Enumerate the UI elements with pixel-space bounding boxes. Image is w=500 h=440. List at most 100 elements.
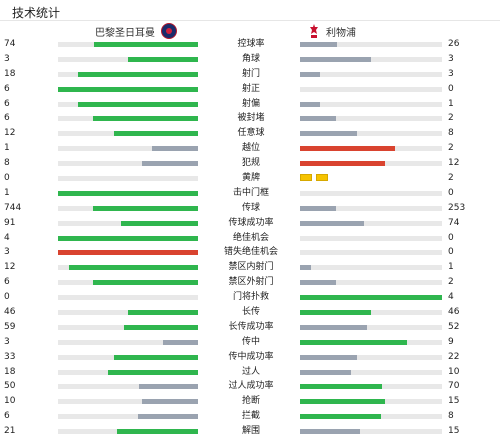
stat-row: 91 传球成功率 74 [0,216,500,231]
home-value: 744 [4,202,22,213]
stat-row: 74 控球率 26 [0,37,500,52]
home-value: 33 [4,351,16,362]
home-value: 18 [4,68,16,79]
home-bar-fill [137,414,198,420]
stat-label: 被封堵 [237,113,265,124]
home-bar-track [58,324,198,330]
away-value: 10 [448,366,460,377]
home-bar-track [58,161,198,167]
away-team[interactable]: 利物浦 [308,23,356,39]
home-bar-track [58,295,198,301]
stat-label: 抢断 [241,396,260,407]
home-bar-track [58,205,198,211]
away-bar-track [300,324,442,330]
away-value: 70 [448,381,460,392]
away-bar-fill [300,71,320,77]
away-value: 0 [448,232,454,243]
home-bar-track [58,250,198,256]
stat-label: 长传 [241,307,260,318]
away-bar-track [300,295,442,301]
stat-label: 传中成功率 [228,351,274,362]
away-bar-track [300,310,442,316]
away-bar-fill [300,146,396,152]
away-bar-track [300,161,442,167]
away-bar-fill [300,414,381,420]
home-value: 21 [4,426,16,437]
away-bar-fill [300,161,386,167]
away-bar-fill [300,354,357,360]
home-bar-track [58,176,198,182]
home-value: 12 [4,262,16,273]
away-bar-track [300,250,442,256]
away-value: 0 [448,83,454,94]
home-value: 18 [4,366,16,377]
stat-label: 禁区内射门 [228,262,274,273]
home-value: 0 [4,292,10,303]
away-bar-track [300,339,442,345]
stat-label: 任意球 [237,128,265,139]
home-bar-track [58,146,198,152]
home-value: 1 [4,143,10,154]
stat-label: 射偏 [241,98,260,109]
home-bar-fill [58,86,198,92]
stat-label: 禁区外射门 [228,277,274,288]
home-bar-fill [123,324,198,330]
away-bar-track [300,280,442,286]
home-value: 3 [4,53,10,64]
stat-row: 3 传中 9 [0,335,500,350]
home-bar-track [58,116,198,122]
home-value: 0 [4,173,10,184]
home-bar-fill [142,161,198,167]
home-bar-track [58,190,198,196]
home-bar-fill [77,101,198,107]
away-bar-fill [300,384,383,390]
psg-crest-icon [161,23,177,39]
stat-label: 过人 [241,366,260,377]
stat-row: 744 传球 253 [0,201,500,216]
home-bar-track [58,56,198,62]
away-bar-track [300,42,442,47]
away-bar-track [300,384,442,390]
away-team-name: 利物浦 [326,27,356,39]
stat-label: 黄牌 [241,173,260,184]
away-bar-fill [300,310,371,316]
home-team[interactable]: 巴黎圣日耳曼 [95,23,177,39]
away-value: 253 [448,202,466,213]
away-value: 15 [448,396,460,407]
home-bar-fill [128,310,198,316]
home-value: 1 [4,187,10,198]
stat-label: 犯规 [241,158,260,169]
away-value: 0 [448,247,454,258]
home-value: 50 [4,381,16,392]
away-bar-track [300,429,442,435]
stat-label: 越位 [241,143,260,154]
home-bar-fill [93,205,198,211]
stat-row: 6 被封堵 2 [0,111,500,126]
away-bar-fill [300,116,336,122]
away-bar-fill [300,220,364,226]
away-bar-fill [300,429,360,435]
home-bar-fill [114,354,198,360]
away-bar-track [300,399,442,405]
away-value: 2 [448,173,454,184]
stat-row: 6 禁区外射门 2 [0,275,500,290]
stat-row: 3 角球 3 [0,52,500,67]
stat-row: 46 长传 46 [0,305,500,320]
home-bar-track [58,42,198,47]
home-bar-fill [93,116,198,122]
home-value: 74 [4,39,16,49]
stat-row: 0 门将扑救 4 [0,290,500,305]
away-value: 12 [448,158,460,169]
home-bar-fill [151,146,198,152]
stat-label: 解围 [241,426,260,437]
away-bar-fill [300,324,367,330]
home-bar-track [58,384,198,390]
away-bar-track [300,86,442,92]
away-bar-fill [300,339,407,345]
away-bar-track [300,369,442,375]
away-bar-fill [300,280,336,286]
home-bar-track [58,310,198,316]
home-team-name: 巴黎圣日耳曼 [95,27,155,39]
home-value: 59 [4,321,16,332]
away-bar-fill [300,399,386,405]
